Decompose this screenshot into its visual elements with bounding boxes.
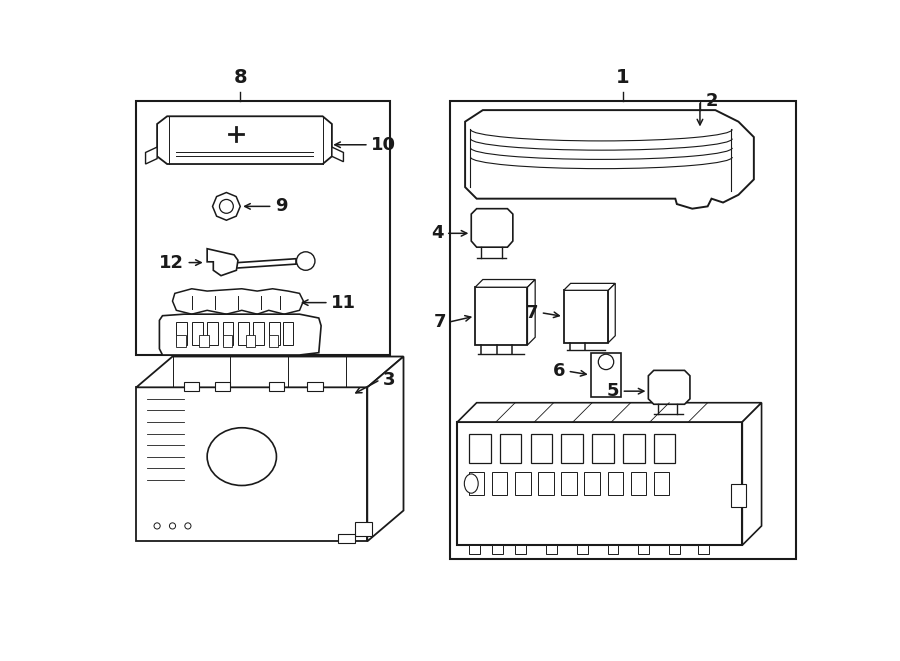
Text: 6: 6 [553,362,565,380]
Text: 8: 8 [233,68,248,87]
Bar [307,382,322,391]
Bar [222,335,232,347]
Bar [475,288,527,345]
Bar [469,434,491,463]
Ellipse shape [207,428,276,485]
Bar [515,472,531,495]
Bar [207,322,218,345]
Polygon shape [472,209,513,247]
Text: 4: 4 [431,224,444,243]
Text: 3: 3 [382,371,395,389]
Bar [222,322,233,345]
Text: 9: 9 [274,198,287,215]
Polygon shape [159,314,321,355]
Bar [469,545,480,555]
Circle shape [154,523,160,529]
Circle shape [169,523,176,529]
Text: 2: 2 [706,92,718,110]
Polygon shape [158,116,332,164]
Bar [577,545,588,555]
Bar [562,434,583,463]
Polygon shape [527,280,536,345]
Bar [269,335,278,347]
Bar [731,484,746,507]
Bar [562,472,577,495]
Bar [450,101,796,559]
Polygon shape [173,289,303,314]
Bar [215,382,230,391]
Polygon shape [136,356,403,387]
Polygon shape [475,280,536,288]
Polygon shape [367,356,403,541]
Bar [563,290,608,342]
Bar [176,335,185,347]
Text: 5: 5 [607,382,619,400]
Bar [538,472,554,495]
Bar [653,434,675,463]
Polygon shape [465,110,754,209]
Bar [592,434,614,463]
Text: 10: 10 [371,136,396,154]
Bar [457,422,742,545]
Polygon shape [457,403,761,422]
Bar [584,472,599,495]
Bar [136,101,391,355]
Bar [546,545,557,555]
Bar [608,472,623,495]
Bar [669,545,680,555]
Bar [355,522,372,536]
Bar [283,322,293,345]
Bar [590,353,621,397]
Bar [246,335,255,347]
Bar [192,322,202,345]
Text: 7: 7 [434,313,446,331]
Bar [184,382,200,391]
Bar [492,472,508,495]
Bar [631,472,646,495]
Bar [269,382,284,391]
Polygon shape [742,403,761,545]
Bar [638,545,649,555]
Bar [653,472,669,495]
Bar [136,387,367,541]
Bar [500,434,521,463]
Bar [176,322,187,345]
Bar [238,322,248,345]
Polygon shape [146,147,158,164]
Text: 7: 7 [526,303,538,322]
Bar [269,322,280,345]
Bar [515,545,526,555]
Polygon shape [608,284,616,342]
Text: 12: 12 [159,254,184,272]
Bar [698,545,709,555]
Bar [469,472,484,495]
Bar [608,545,618,555]
Polygon shape [563,284,616,290]
Text: 1: 1 [616,68,630,87]
Bar [254,322,264,345]
Circle shape [220,200,233,214]
Polygon shape [207,249,238,276]
Polygon shape [648,370,690,405]
Text: 11: 11 [331,293,356,311]
Polygon shape [332,147,344,162]
Circle shape [184,523,191,529]
Bar [200,335,209,347]
Bar [492,545,503,555]
Ellipse shape [464,474,478,493]
Bar [530,434,552,463]
Circle shape [598,354,614,369]
Bar [623,434,644,463]
Bar [338,533,355,543]
Circle shape [296,252,315,270]
